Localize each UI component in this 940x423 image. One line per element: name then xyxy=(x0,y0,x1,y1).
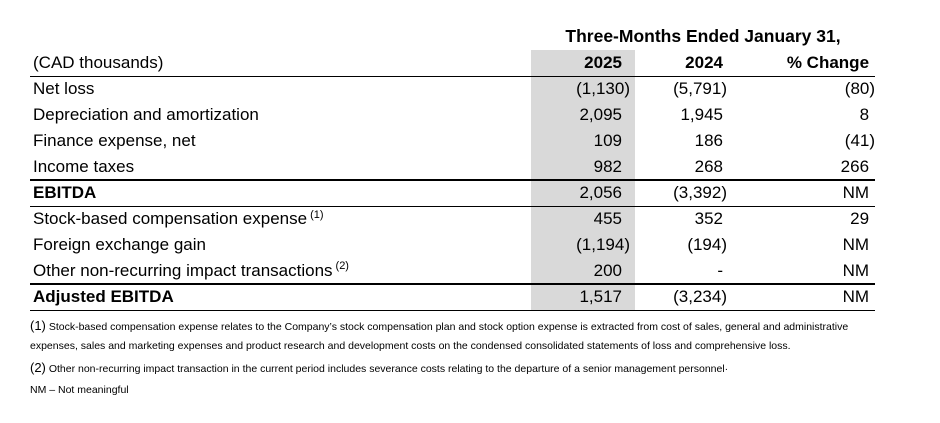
table-row-other-nonrecurring: Other non-recurring impact transactions(… xyxy=(30,258,876,285)
value-2025: (1,130) xyxy=(531,76,635,102)
column-header-pct-change: % Change xyxy=(727,50,876,77)
value-pct-change: NM xyxy=(727,258,876,285)
footnote-1: (1) Stock-based compensation expense rel… xyxy=(30,316,882,356)
value-2025: 200 xyxy=(531,258,635,285)
value-pct-change: 29 xyxy=(850,209,870,229)
value-2025: 982 xyxy=(531,154,635,181)
value-pct-change: (41) xyxy=(844,131,876,150)
value-pct-change: NM xyxy=(727,284,876,311)
ebitda-reconciliation-table: Three-Months Ended January 31, (CAD thou… xyxy=(30,24,876,311)
units-label: (CAD thousands) xyxy=(30,50,531,77)
period-header: Three-Months Ended January 31, xyxy=(565,26,841,46)
value-2025: 2,056 xyxy=(531,180,635,207)
row-label: Stock-based compensation expense (1) xyxy=(33,208,324,229)
table-row-depreciation: Depreciation and amortization 2,095 1,94… xyxy=(30,102,875,128)
column-header-row: (CAD thousands) 2025 2024 % Change xyxy=(30,50,876,77)
value-2024: 1,945 xyxy=(680,105,723,124)
value-2025: 1,517 xyxy=(531,284,635,311)
footnote-1-text: Stock-based compensation expense relates… xyxy=(30,320,849,352)
row-label: EBITDA xyxy=(30,180,531,207)
value-pct-change: (80) xyxy=(844,79,876,99)
row-label: Net loss xyxy=(33,79,95,99)
table-row-fx-gain: Foreign exchange gain (1,194) (194) NM xyxy=(30,232,875,258)
value-pct-change: NM xyxy=(842,235,870,254)
table-row-income-taxes: Income taxes 982 268 266 xyxy=(30,154,876,181)
row-label: Income taxes xyxy=(30,154,531,181)
value-pct-change: 266 xyxy=(727,154,876,181)
value-pct-change: 8 xyxy=(859,105,870,124)
row-label: Finance expense, net xyxy=(33,131,196,150)
value-2024: (194) xyxy=(687,235,727,254)
table-row-finance-expense: Finance expense, net 109 186 (41) xyxy=(30,128,875,154)
footnote-1-marker: (1) xyxy=(30,317,46,333)
value-2024: 352 xyxy=(694,209,723,229)
table-row-net-loss: Net loss (1,130) (5,791) (80) xyxy=(30,76,875,102)
footnote-ref: (2) xyxy=(335,259,349,272)
column-header-2025: 2025 xyxy=(531,50,635,77)
value-2024: - xyxy=(635,258,727,285)
row-label: Other non-recurring impact transactions(… xyxy=(30,258,531,285)
footnote-2-text: Other non-recurring impact transaction i… xyxy=(48,362,729,375)
table-row-ebitda: EBITDA 2,056 (3,392) NM xyxy=(30,180,876,207)
value-2024: (3,234) xyxy=(635,284,727,311)
column-header-2024: 2024 xyxy=(635,50,727,77)
value-pct-change: NM xyxy=(727,180,876,207)
row-label: Foreign exchange gain xyxy=(33,235,206,254)
footnote-2-marker: (2) xyxy=(30,359,46,375)
footnote-2: (2) Other non-recurring impact transacti… xyxy=(30,358,882,379)
value-2025: 2,095 xyxy=(531,102,635,128)
value-2025: (1,194) xyxy=(531,232,635,258)
spacer-cell xyxy=(30,24,531,50)
value-2024: (5,791) xyxy=(673,79,727,99)
value-2024: 186 xyxy=(694,131,723,150)
value-2025: 455 xyxy=(531,206,635,232)
footnotes-block: (1) Stock-based compensation expense rel… xyxy=(30,316,882,400)
table-row-stock-comp: Stock-based compensation expense (1) 455 … xyxy=(30,206,875,232)
period-header-row: Three-Months Ended January 31, xyxy=(30,24,875,50)
table-row-adjusted-ebitda: Adjusted EBITDA 1,517 (3,234) NM xyxy=(30,284,876,311)
row-label: Depreciation and amortization xyxy=(33,105,259,124)
value-2024: (3,392) xyxy=(635,180,727,207)
value-2025: 109 xyxy=(531,128,635,154)
row-label: Adjusted EBITDA xyxy=(30,284,531,311)
value-2024: 268 xyxy=(635,154,727,181)
footnote-ref: (1) xyxy=(310,208,324,221)
nm-note: NM – Not meaningful xyxy=(30,383,129,396)
